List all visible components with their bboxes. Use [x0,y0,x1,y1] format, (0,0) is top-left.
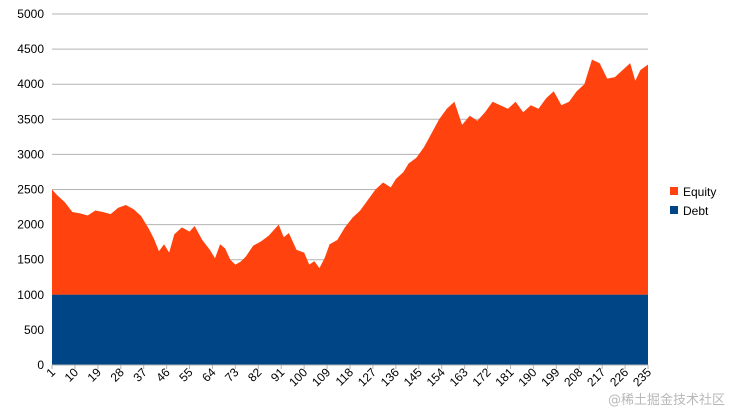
x-tick-label: 109 [309,365,333,389]
x-tick-label: 199 [538,365,562,389]
y-tick-label: 3500 [17,112,44,126]
legend-swatch-equity [670,187,678,195]
x-tick-label: 172 [470,365,494,389]
x-tick-label: 136 [378,365,402,389]
y-tick-label: 2500 [17,183,44,197]
x-tick-label: 154 [424,365,448,389]
y-tick-label: 1000 [17,288,44,302]
x-tick-label: 118 [333,365,357,389]
legend: Equity Debt [670,185,716,218]
x-tick-label: 64 [199,365,219,385]
area-debt [52,294,648,365]
y-tick-label: 0 [37,358,44,372]
x-tick-label: 226 [607,365,631,389]
x-tick-label: 1 [43,365,58,380]
x-tick-label: 217 [584,365,608,389]
x-tick-label: 82 [245,365,265,385]
x-tick-label: 46 [153,365,173,385]
watermark: @稀土掘金技术社区 [607,393,725,408]
legend-swatch-debt [670,206,678,214]
y-tick-label: 500 [24,323,44,337]
plot-areas [52,59,648,365]
legend-label-debt: Debt [683,204,709,218]
x-tick-label: 19 [85,365,105,385]
y-tick-label: 4500 [17,42,44,56]
x-tick-label: 208 [561,365,585,389]
x-tick-label: 235 [630,365,654,389]
x-tick-label: 91 [268,365,288,385]
x-tick-label: 145 [401,365,425,389]
x-tick-label: 55 [176,365,196,385]
legend-label-equity: Equity [683,185,716,199]
x-tick-label: 181 [493,365,517,389]
y-tick-label: 2000 [17,218,44,232]
x-tick-label: 127 [355,365,379,389]
y-tick-label: 5000 [17,7,44,21]
x-tick-label: 37 [130,365,150,385]
area-equity [52,59,648,295]
x-tick-label: 163 [447,365,471,389]
x-tick-label: 190 [515,365,539,389]
y-tick-label: 4000 [17,77,44,91]
x-tick-label: 10 [62,365,82,385]
x-tick-label: 73 [222,365,242,385]
y-tick-label: 1500 [17,253,44,267]
y-axis: 0 500 1000 1500 2000 2500 3000 3500 4000 4500 5000 [17,7,44,372]
x-tick-label: 100 [286,365,310,389]
y-tick-label: 3000 [17,147,44,161]
x-tick-label: 28 [108,365,128,385]
